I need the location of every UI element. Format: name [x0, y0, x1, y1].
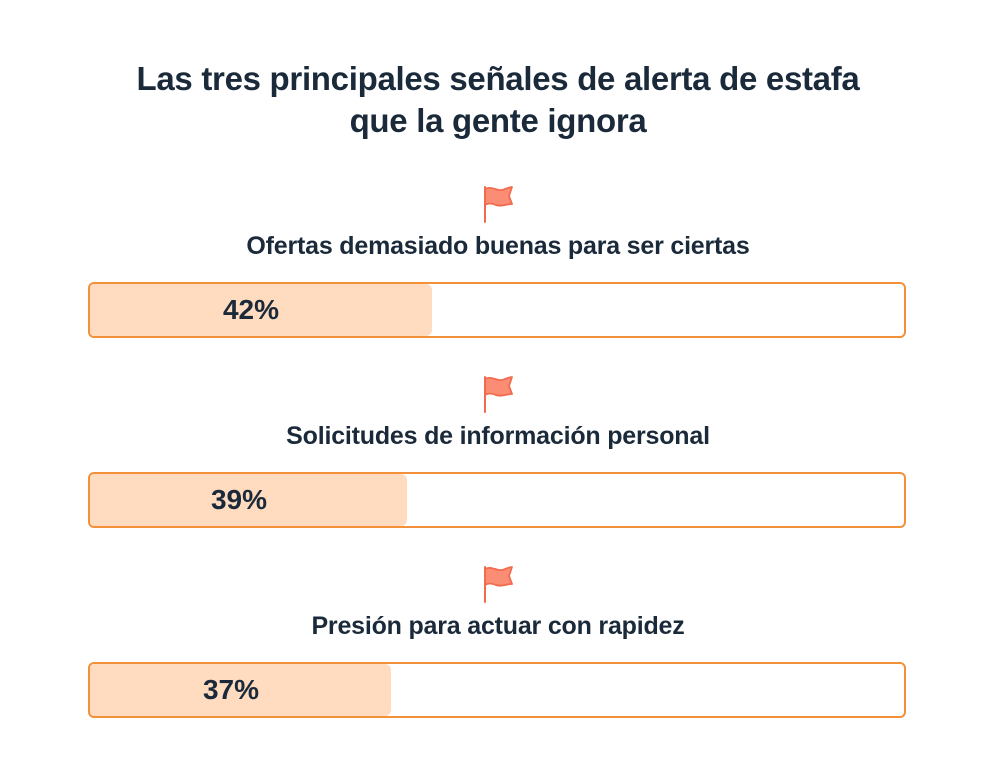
bar-item: Solicitudes de información personal 39%	[0, 374, 996, 544]
category-label: Presión para actuar con rapidez	[311, 612, 685, 640]
bar-value-label: 42%	[222, 294, 280, 325]
chart-title-line-2: que la gente ignora	[349, 102, 647, 139]
bar-track: 37%	[88, 662, 906, 718]
red-flag-icon	[484, 566, 513, 603]
red-flag-icon	[484, 186, 513, 223]
bar-item: Presión para actuar con rapidez 37%	[0, 564, 996, 734]
bar-item: Ofertas demasiado buenas para ser cierta…	[0, 184, 996, 354]
bar-track: 39%	[88, 472, 906, 528]
chart-title: Las tres principales señales de alerta d…	[0, 58, 996, 142]
chart-title-line-1: Las tres principales señales de alerta d…	[136, 60, 860, 97]
red-flag-icon	[484, 376, 513, 413]
bar	[90, 664, 391, 716]
category-label: Solicitudes de información personal	[286, 422, 710, 450]
bar	[90, 284, 432, 336]
bar-track: 42%	[88, 282, 906, 338]
category-label: Ofertas demasiado buenas para ser cierta…	[246, 232, 750, 260]
bar-value-label: 39%	[210, 484, 268, 515]
bar	[90, 474, 407, 526]
bar-value-label: 37%	[202, 674, 260, 705]
